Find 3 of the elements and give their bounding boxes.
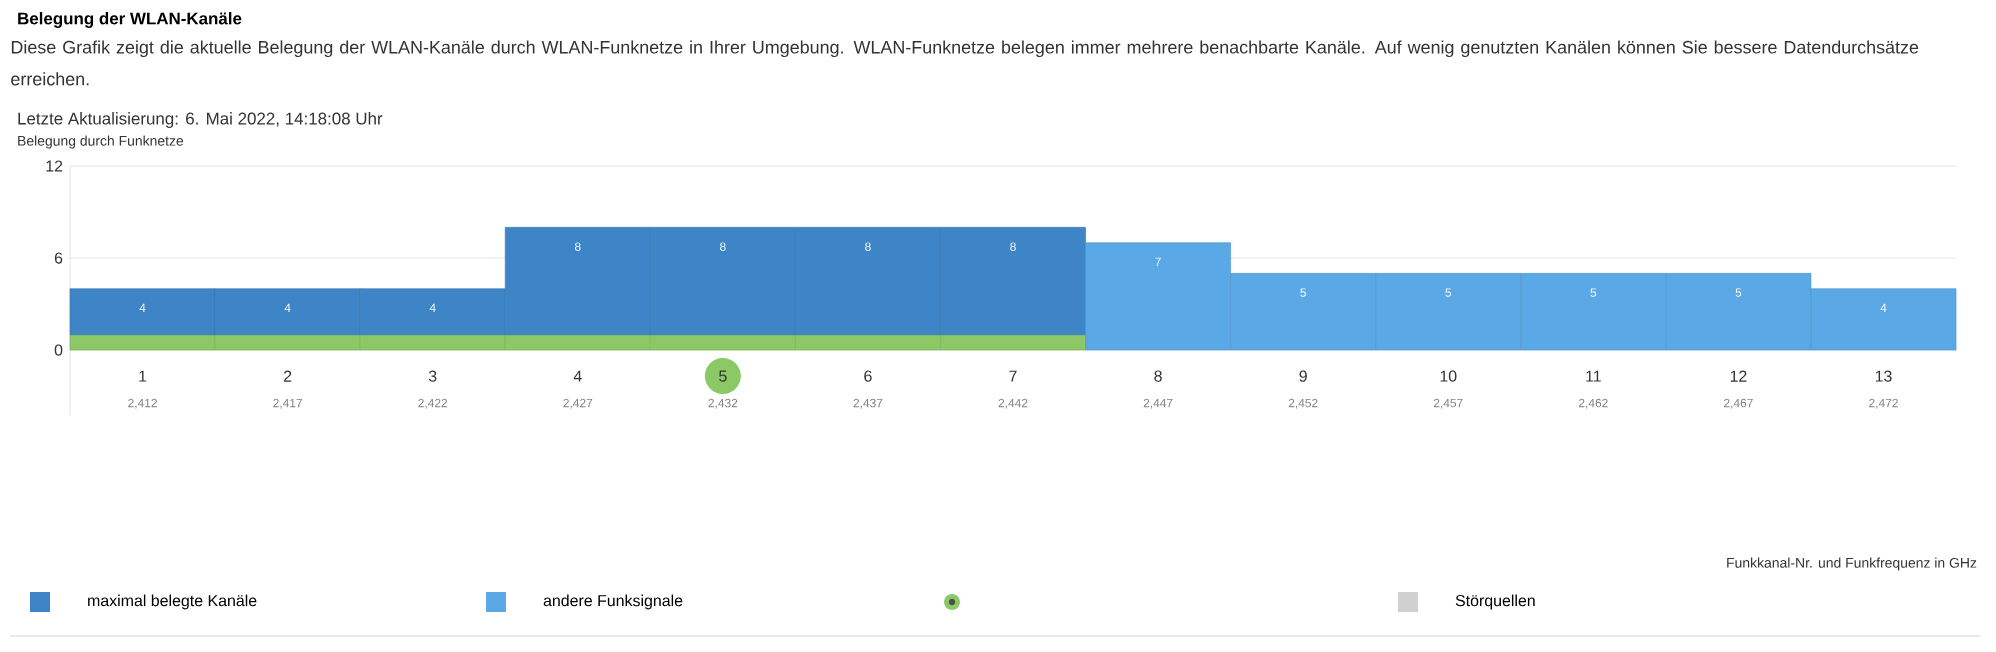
- chart-title: Belegung der WLAN-Kanäle: [18, 12, 242, 28]
- text: Letzte Aktualisierung: 6. Mai 2022, 14:18:08 Uhr: [18, 112, 383, 128]
- chart-subtitle: Diese Grafik zeigt die aktuelle Belegung der WLAN-Kanäle durch WLAN-Funknetze in Ihrer Umgebung. WLAN-Funknetze belegen immer mehrere benachbarte Kanäle. Auf wenig genutzten Kanälen können Sie bessere Datendurchsätze erreichen.: [11, 40, 1919, 86]
